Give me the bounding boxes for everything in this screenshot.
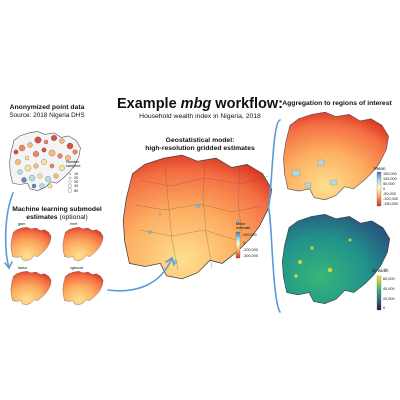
agg-mean-title: Mean xyxy=(374,166,386,171)
points-heading: Anonymized point data xyxy=(9,104,85,111)
ml-map-xgboost xyxy=(62,270,104,306)
geo-legend-title: Mean estimate xyxy=(236,222,251,230)
arrow-points-to-ml xyxy=(4,192,14,269)
points-legend-30: 30 xyxy=(74,180,79,184)
agg-mean-tick-6: -150,000 xyxy=(383,202,398,206)
points-source: Source: 2018 Nigeria DHS xyxy=(9,112,85,119)
page-subtitle: Household wealth index in Nigeria, 2018 xyxy=(139,113,261,120)
ml-label-lasso: lasso xyxy=(18,266,27,270)
bracket-aggregation xyxy=(267,119,281,313)
ml-map-enet xyxy=(62,226,104,262)
workflow-arrows xyxy=(4,119,281,313)
geo-legend-tick-2: -200,000 xyxy=(243,248,258,252)
aggregated-mean-map xyxy=(282,111,390,201)
points-legend-40: 40 xyxy=(74,184,79,188)
geo-legend-tick-0: 200,000 xyxy=(243,233,257,237)
ml-heading-line1: Machine learning submodel xyxy=(12,206,102,213)
agg-mean-tick-4: -50,000 xyxy=(383,192,396,196)
geo-heading-line1: Geostatistical model: xyxy=(165,137,235,144)
point-data-map xyxy=(9,131,81,191)
ui-width-tick-2: 20,000 xyxy=(383,297,395,301)
agg-mean-tick-5: -100,000 xyxy=(383,197,398,201)
geo-heading-line2: high-resolution gridded estimates xyxy=(145,145,255,152)
agg-mean-tick-0: 150,000 xyxy=(383,172,397,176)
sample-size-legend xyxy=(67,172,73,193)
points-legend-title: Number sampled xyxy=(66,160,81,168)
geo-legend-tick-1: 0 xyxy=(243,241,246,245)
survey-cluster-points xyxy=(13,135,78,189)
mean-estimate-colorbar xyxy=(235,231,241,259)
ml-map-gam xyxy=(10,226,52,262)
agg-heading: Aggregation to regions of interest xyxy=(282,100,392,107)
ml-label-xgboost: xgboost xyxy=(70,266,84,270)
ui-width-map xyxy=(281,213,391,305)
ml-map-lasso xyxy=(10,270,52,306)
aggregated-mean-colorbar xyxy=(376,171,382,207)
ui-width-title: UI width xyxy=(372,268,389,273)
points-legend-10: 10 xyxy=(74,172,79,176)
gridded-estimate-map xyxy=(122,154,273,280)
agg-mean-tick-1: 100,000 xyxy=(383,177,397,181)
ui-width-tick-3: 0 xyxy=(383,306,386,310)
points-legend-20: 20 xyxy=(74,176,79,180)
points-legend-50: 50 xyxy=(74,188,79,193)
ml-label-gam: gam xyxy=(18,222,26,226)
arrow-ml-to-gridded xyxy=(107,257,173,292)
ui-width-colorbar xyxy=(376,275,382,311)
page-title: Example mbg workflow: xyxy=(117,96,283,112)
ml-heading-line2: estimates (optional) xyxy=(26,214,88,221)
geo-legend-tick-3: -300,000 xyxy=(243,254,258,258)
ui-width-tick-1: 40,000 xyxy=(383,287,395,291)
ui-width-tick-0: 60,000 xyxy=(383,277,395,281)
agg-mean-tick-3: 0 xyxy=(383,187,386,191)
ml-label-enet: enet xyxy=(70,222,78,226)
agg-mean-tick-2: 50,000 xyxy=(383,182,395,186)
